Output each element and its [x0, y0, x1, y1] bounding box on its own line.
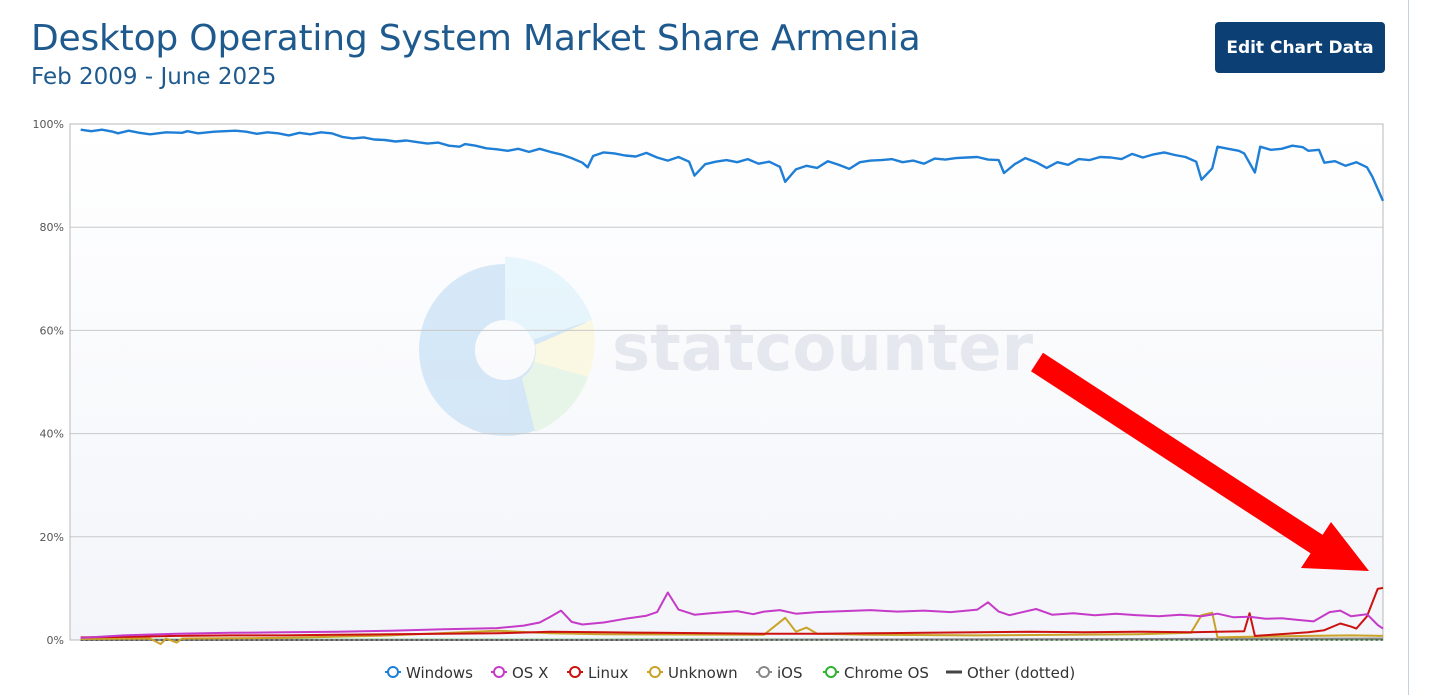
series-line-linux	[80, 586, 1384, 639]
y-tick-label: 80%	[40, 221, 64, 234]
watermark-segment-cyan	[505, 257, 592, 340]
panel-right-border	[1408, 0, 1409, 695]
legend-marker-ios	[758, 666, 770, 678]
legend-label-unknown[interactable]: Unknown	[668, 664, 738, 682]
arrow-shaft	[1030, 352, 1325, 555]
series-line-os-x	[80, 591, 1384, 639]
y-tick-label: 0%	[47, 634, 64, 647]
arrow-head	[1301, 522, 1369, 571]
y-tick-label: 20%	[40, 531, 64, 544]
legend-label-windows[interactable]: Windows	[406, 664, 473, 682]
plot-background	[70, 124, 1383, 640]
chart-title: Desktop Operating System Market Share Ar…	[31, 18, 921, 59]
legend-marker-os-x	[493, 666, 505, 678]
series-line-unknown	[80, 611, 1384, 646]
legend-marker-unknown	[649, 666, 661, 678]
watermark-text: statcounter	[612, 312, 1034, 386]
series-lines	[80, 128, 1385, 646]
series-line-ios	[80, 637, 1384, 641]
legend-label-os-x[interactable]: OS X	[512, 664, 548, 682]
edit-chart-data-button[interactable]: Edit Chart Data	[1215, 22, 1385, 73]
y-tick-label: 100%	[33, 118, 64, 131]
y-axis: 0% 20% 40% 60% 80% 100%	[33, 118, 64, 647]
legend: Windows OS X Linux Unknown iOS Chrome OS Other…	[385, 664, 1075, 682]
legend-marker-chrome-os	[825, 666, 837, 678]
legend-marker-windows	[387, 666, 399, 678]
legend-label-linux[interactable]: Linux	[588, 664, 629, 682]
legend-marker-linux	[569, 666, 581, 678]
series-line-windows	[80, 128, 1385, 202]
statcounter-watermark: statcounter	[419, 257, 1034, 436]
y-tick-label: 60%	[40, 324, 64, 337]
watermark-segment-green	[522, 362, 588, 432]
annotation-arrow	[1030, 352, 1369, 571]
legend-label-ios[interactable]: iOS	[777, 664, 803, 682]
y-tick-label: 40%	[40, 428, 64, 441]
legend-label-other-dotted[interactable]: Other (dotted)	[967, 664, 1075, 682]
chart-subtitle: Feb 2009 - June 2025	[31, 64, 277, 90]
watermark-segment-yellow	[534, 320, 595, 377]
legend-label-chrome-os[interactable]: Chrome OS	[844, 664, 929, 682]
